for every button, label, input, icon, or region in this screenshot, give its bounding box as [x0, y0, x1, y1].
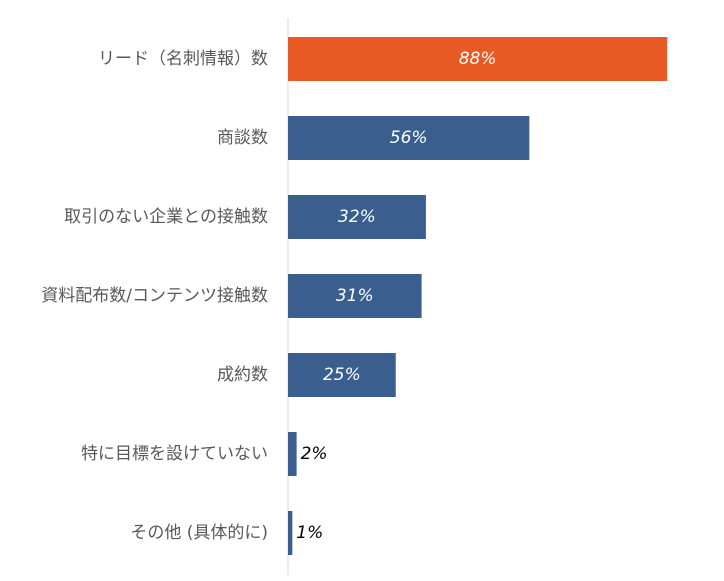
value-label-6: 1% [296, 523, 323, 543]
value-label-4: 25% [323, 365, 361, 385]
value-label-0: 88% [459, 49, 497, 69]
bar-5 [288, 432, 297, 476]
category-label-3: 資料配布数/コンテンツ接触数 [41, 286, 268, 306]
bar-2 [288, 195, 426, 239]
bar-6 [288, 511, 293, 555]
category-label-6: その他 (具体的に) [130, 523, 268, 543]
value-label-2: 32% [338, 207, 376, 227]
value-label-1: 56% [390, 128, 428, 148]
category-labels-group: リード（名刺情報）数商談数取引のない企業との接触数資料配布数/コンテンツ接触数成… [41, 49, 268, 543]
bar-1 [288, 116, 530, 160]
bars-group [288, 37, 668, 555]
value-label-5: 2% [301, 444, 328, 464]
category-label-0: リード（名刺情報）数 [98, 49, 268, 69]
value-labels-group: 88% 56% 32% 31% 25% 2% 1% [296, 49, 496, 543]
category-label-2: 取引のない企業との接触数 [64, 207, 268, 227]
category-label-5: 特に目標を設けていない [81, 444, 268, 464]
bar-0 [288, 37, 668, 81]
category-label-4: 成約数 [217, 365, 268, 385]
bar-4 [288, 353, 396, 397]
value-label-3: 31% [336, 286, 374, 306]
category-label-1: 商談数 [217, 128, 268, 148]
bar-3 [288, 274, 422, 318]
